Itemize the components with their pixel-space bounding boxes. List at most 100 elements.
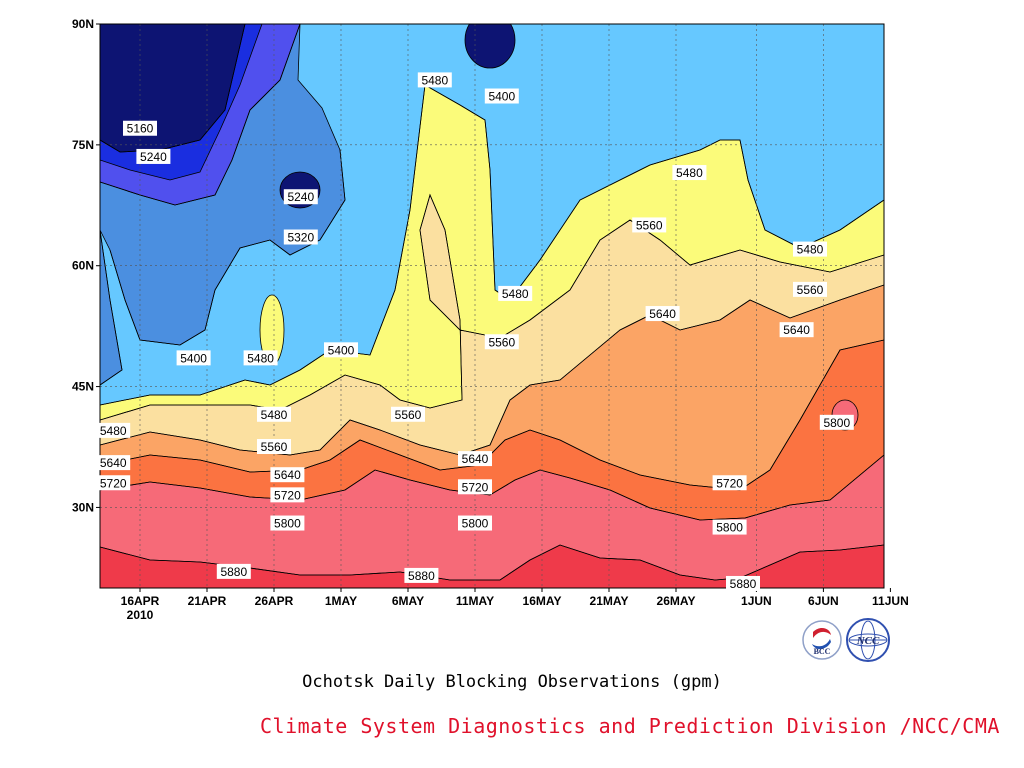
contour-label-bg [712, 519, 747, 535]
contour-label-bg [498, 285, 533, 301]
contour-label: 5560 [257, 439, 291, 454]
contour-label-text: 5640 [100, 456, 127, 470]
contour-label-text: 5880 [408, 569, 435, 583]
contour-label: 5880 [404, 567, 439, 583]
contour-label-bg [324, 342, 358, 358]
x-year-label: 2010 [127, 608, 154, 622]
contour-label-text: 5880 [220, 565, 247, 579]
contour-label-bg [270, 515, 305, 531]
contour-label-bg [216, 563, 251, 579]
contour-label-bg [484, 334, 519, 350]
plot-frame [99, 23, 885, 589]
contour-label-text: 5400 [180, 351, 207, 365]
contour-label-bg [96, 475, 131, 491]
contour-label-text: 5320 [287, 231, 314, 245]
x-tick-label: 6JUN [808, 594, 839, 608]
contour-label-bg [257, 406, 291, 422]
contour-label: 5560 [632, 217, 667, 233]
y-tick-label: 60N [72, 259, 94, 273]
y-tick-label: 30N [72, 500, 94, 514]
contour-label-bg [645, 306, 680, 322]
contour-label-bg [136, 148, 171, 164]
contour-label: 5400 [324, 342, 358, 358]
contour-label: 5480 [793, 241, 827, 257]
contour-label-text: 5400 [488, 90, 515, 104]
contour-label: 5800 [712, 519, 747, 535]
contour-label-text: 5240 [140, 150, 167, 164]
x-tick-label: 11MAY [456, 594, 494, 608]
credit-line: Climate System Diagnostics and Predictio… [260, 714, 1000, 738]
contour-label-text: 5560 [261, 440, 288, 454]
contour-label-text: 5640 [783, 323, 810, 337]
contour-label-text: 5160 [127, 122, 154, 136]
contour-label: 5480 [672, 165, 707, 181]
contour-label: 5640 [645, 306, 680, 322]
bcc-logo-text: BCC [814, 647, 831, 656]
contour-label-text: 5480 [502, 287, 529, 301]
contour-label-text: 5720 [462, 480, 489, 494]
contour-label-bg [793, 241, 827, 257]
ncc-logo-text: NCC [856, 635, 880, 647]
contour-label: 5560 [391, 406, 425, 422]
contour-labels: 5160 5240 5240 5320 5400 5480 5400 5480 5400 5480… [96, 72, 854, 591]
contour-label: 5480 [243, 350, 278, 366]
x-tick-label: 21MAY [590, 594, 629, 608]
contour-label: 5800 [270, 515, 305, 531]
contour-label-bg [404, 567, 439, 583]
contour-label-bg [484, 88, 519, 104]
y-tick-label: 75N [72, 138, 94, 152]
x-tick-label: 16MAY [523, 594, 562, 608]
contour-label-text: 5720 [716, 476, 743, 490]
contour-label-text: 5240 [287, 190, 314, 204]
contour-label: 5240 [283, 189, 318, 205]
contour-label-text: 5880 [730, 577, 757, 591]
contour-label-text: 5480 [247, 351, 274, 365]
contour-label: 5400 [484, 88, 519, 104]
contour-label-text: 5560 [797, 283, 824, 297]
contour-label-bg [96, 455, 131, 471]
y-axis: 90N 75N 60N 45N 30N [72, 17, 100, 514]
contour-label-bg [632, 217, 667, 233]
x-tick-label: 1MAY [325, 594, 357, 608]
contour-label-bg [176, 350, 211, 366]
contour-label-bg [283, 189, 318, 205]
contour-label: 5400 [176, 350, 211, 366]
contour-label-text: 5640 [274, 468, 301, 482]
contour-label-text: 5560 [395, 408, 422, 422]
contour-label: 5640 [458, 451, 492, 467]
x-tick-label: 26APR [255, 594, 294, 608]
contour-label-bg [283, 229, 318, 245]
contour-label-bg [458, 451, 492, 467]
contour-label: 5640 [779, 322, 814, 338]
contour-label-bg [96, 422, 131, 438]
contour-label-bg [417, 72, 452, 88]
contour-label-text: 5480 [100, 424, 127, 438]
contour-label-text: 5480 [676, 166, 703, 180]
contour-label: 5720 [96, 475, 131, 491]
contour-label-text: 5640 [649, 307, 676, 321]
x-tick-label: 16APR [121, 594, 160, 608]
x-tick-label: 1JUN [741, 594, 772, 608]
contour-label-bg [819, 414, 854, 430]
x-tick-label: 26MAY [657, 594, 696, 608]
contour-label: 5240 [136, 148, 171, 164]
contour-label-bg [123, 120, 157, 136]
contour-label-bg [793, 281, 827, 297]
contour-label-text: 5800 [716, 521, 743, 535]
contour-label: 5720 [270, 487, 305, 503]
x-tick-label: 21APR [188, 594, 227, 608]
contour-label-text: 5560 [636, 218, 663, 232]
contour-label-bg [458, 479, 492, 495]
contour-label-bg [672, 165, 707, 181]
contour-label: 5480 [498, 285, 533, 301]
contour-label-bg [726, 575, 760, 591]
y-tick-label: 90N [72, 17, 94, 31]
contour-label-text: 5720 [274, 488, 301, 502]
contour-label-text: 5800 [274, 517, 301, 531]
contour-label-bg [270, 487, 305, 503]
contour-label-text: 5720 [100, 476, 127, 490]
contour-label: 5880 [726, 575, 760, 591]
contour-label: 5800 [458, 515, 492, 531]
